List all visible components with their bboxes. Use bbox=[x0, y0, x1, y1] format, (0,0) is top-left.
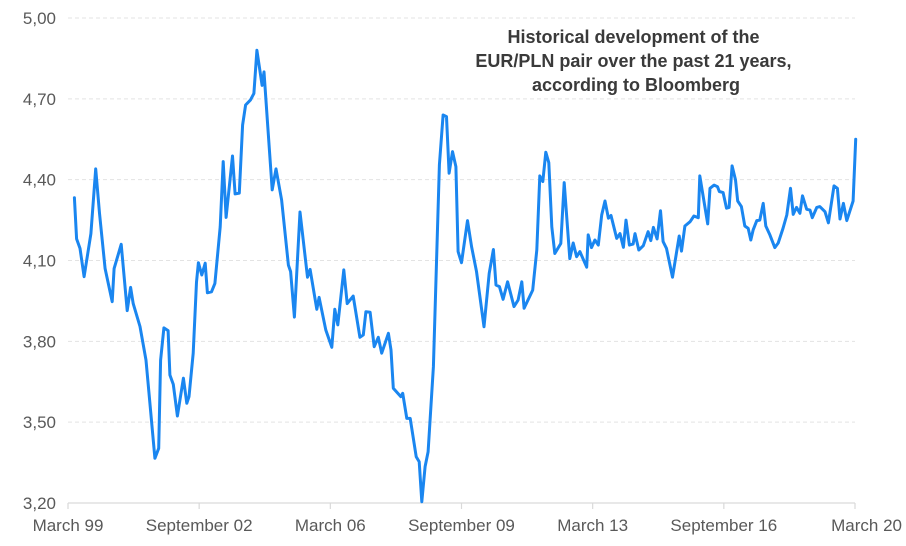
x-tick-label: March 13 bbox=[557, 516, 628, 535]
chart-title-line-2: EUR/PLN pair over the past 21 years, bbox=[475, 51, 791, 71]
y-tick-label: 3,20 bbox=[23, 494, 56, 513]
y-tick-label: 3,50 bbox=[23, 413, 56, 432]
x-tick-label: September 02 bbox=[146, 516, 253, 535]
y-tick-label: 4,70 bbox=[23, 90, 56, 109]
chart-title: Historical development of the EUR/PLN pa… bbox=[475, 27, 796, 95]
y-tick-label: 4,10 bbox=[23, 252, 56, 271]
x-tick-label: September 16 bbox=[670, 516, 777, 535]
x-axis: March 99 September 02 March 06 September 09… bbox=[33, 502, 902, 535]
x-tick-label: March 20 bbox=[831, 516, 902, 535]
x-tick-label: March 99 bbox=[33, 516, 104, 535]
y-tick-label: 4,40 bbox=[23, 171, 56, 190]
x-tick-label: March 06 bbox=[295, 516, 366, 535]
y-axis: 3,20 3,50 3,80 4,10 4,40 4,70 5,00 bbox=[23, 9, 56, 513]
chart-title-line-1: Historical development of the bbox=[507, 27, 759, 47]
chart-title-line-3: according to Bloomberg bbox=[532, 75, 740, 95]
y-tick-label: 5,00 bbox=[23, 9, 56, 28]
y-tick-label: 3,80 bbox=[23, 332, 56, 351]
x-tick-label: September 09 bbox=[408, 516, 515, 535]
eur-pln-series-line bbox=[72, 48, 858, 504]
